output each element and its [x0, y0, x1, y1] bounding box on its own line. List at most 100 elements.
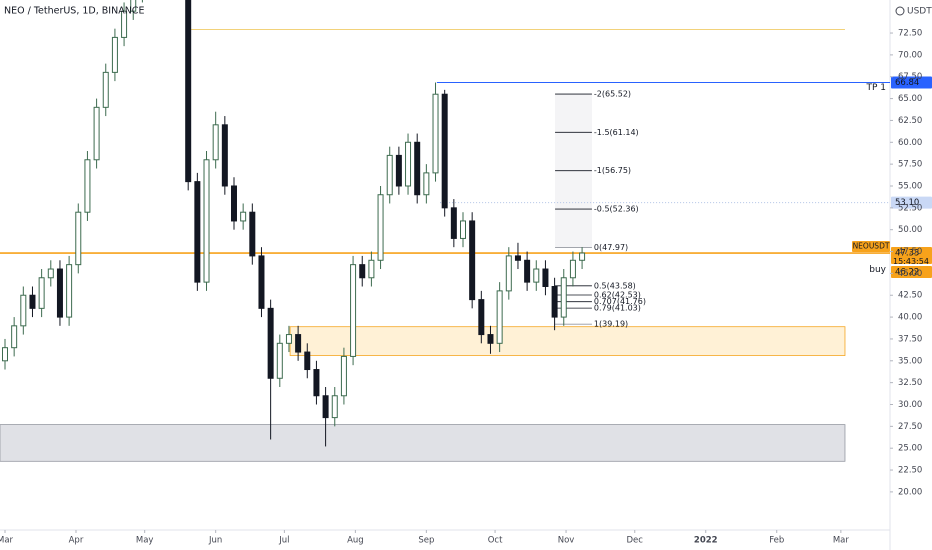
candle-body	[313, 369, 320, 397]
price-label: 47.33	[895, 249, 919, 259]
candle-body	[130, 0, 137, 12]
candle-body	[230, 185, 237, 222]
candle-body	[56, 268, 63, 318]
candle-body	[533, 268, 540, 283]
candle-body	[331, 395, 338, 419]
y-tick-label: 30.00	[898, 400, 922, 410]
y-tick-label: 47.50	[898, 247, 922, 257]
candle-body	[285, 334, 292, 344]
countdown: 15:43:54	[893, 257, 929, 266]
price-label-box	[891, 76, 932, 89]
y-tick-label: 60.00	[898, 138, 922, 148]
x-tick-label: Sep	[418, 536, 434, 546]
x-tick-label: Feb	[769, 536, 784, 546]
candle-body	[496, 290, 503, 344]
candle-body	[386, 154, 393, 196]
candle-body	[322, 395, 329, 419]
candle-body	[395, 154, 402, 187]
price-label-box	[891, 196, 932, 209]
x-tick-label: Jul	[278, 536, 289, 546]
y-tick-label: 37.50	[898, 334, 922, 344]
candle-body	[304, 351, 311, 371]
currency-label[interactable]: USDT	[907, 7, 932, 17]
candle-body	[441, 93, 448, 209]
candle-body	[47, 268, 54, 279]
candle-body	[11, 325, 18, 349]
x-tick-label: Mar	[0, 536, 14, 546]
fib-label: -1.5(61.14)	[594, 128, 639, 137]
candle-body	[194, 181, 201, 283]
y-tick-label: 25.00	[898, 444, 922, 454]
candle-body	[240, 211, 247, 222]
candle-body	[560, 277, 567, 318]
x-tick-label: Jun	[208, 536, 222, 546]
y-tick-label: 42.50	[898, 291, 922, 301]
y-tick-label: 72.50	[898, 29, 922, 39]
candle-body	[212, 124, 219, 161]
candle-body	[75, 211, 82, 266]
price-label: 53.10	[895, 198, 919, 208]
candle-body	[432, 93, 439, 174]
symbol-box	[852, 241, 890, 253]
candle-body	[276, 342, 283, 379]
candle-body	[579, 252, 586, 261]
y-tick-label: 70.00	[898, 50, 922, 60]
candle-body	[405, 141, 412, 187]
price-label: 46.22	[895, 268, 919, 278]
x-tick-label: May	[136, 536, 154, 546]
fib-label: 0.62(42.53)	[594, 290, 641, 299]
chart-title: NEO / TetherUS, 1D, BINANCE	[4, 6, 144, 17]
candle-body	[350, 264, 357, 357]
y-tick-label: 62.50	[898, 116, 922, 126]
candle-body	[66, 264, 73, 318]
candle-body	[524, 259, 531, 283]
y-tick-label: 57.50	[898, 160, 922, 170]
annotation: buy	[869, 265, 886, 275]
candle-body	[29, 294, 36, 309]
y-tick-label: 65.00	[898, 94, 922, 104]
candle-body	[38, 277, 45, 309]
candle-body	[249, 211, 256, 257]
currency-icon[interactable]	[895, 6, 905, 16]
candle-body	[84, 159, 91, 213]
candle-body	[20, 294, 27, 327]
candle-body	[368, 259, 375, 279]
candle-body	[267, 307, 274, 379]
y-tick-label: 22.50	[898, 466, 922, 476]
zone	[289, 326, 846, 356]
overlay: TP 1 buy 66.84 53.10 47.33 46.22 15:43:54NEOUS…	[852, 76, 932, 279]
price-label-box	[891, 266, 932, 279]
x-tick-label: Nov	[558, 536, 575, 546]
x-tick-label: Apr	[69, 536, 84, 546]
candle-body	[423, 172, 430, 196]
candle-body	[478, 299, 485, 336]
candle-body	[221, 124, 228, 187]
candle-body	[102, 71, 109, 108]
annotation: TP 1	[865, 83, 886, 93]
candle-body	[487, 334, 494, 344]
price-label: 66.84	[895, 78, 919, 88]
candle-body	[185, 0, 192, 183]
y-tick-label: 55.00	[898, 181, 922, 191]
y-tick-label: 50.00	[898, 225, 922, 235]
x-tick-label: Oct	[488, 536, 503, 546]
fib-label: -1(56.75)	[594, 166, 631, 175]
candle-body	[203, 159, 210, 283]
candle-body	[542, 268, 549, 288]
y-tick-label: 52.50	[898, 203, 922, 213]
price-label-box	[891, 247, 932, 265]
candle-body	[295, 334, 302, 353]
candle-body	[569, 259, 576, 279]
candle-body	[551, 286, 558, 318]
x-tick-label: Dec	[627, 536, 644, 546]
symbol-label: NEOUSDT	[853, 242, 890, 251]
y-tick-label: 27.50	[898, 422, 922, 432]
fib-label: -0.5(52.36)	[594, 205, 639, 214]
x-tick-label: Mar	[833, 536, 850, 546]
candle-body	[111, 36, 118, 73]
candle-body	[359, 264, 366, 279]
candle-body	[121, 10, 128, 38]
y-tick-label: 20.00	[898, 487, 922, 497]
